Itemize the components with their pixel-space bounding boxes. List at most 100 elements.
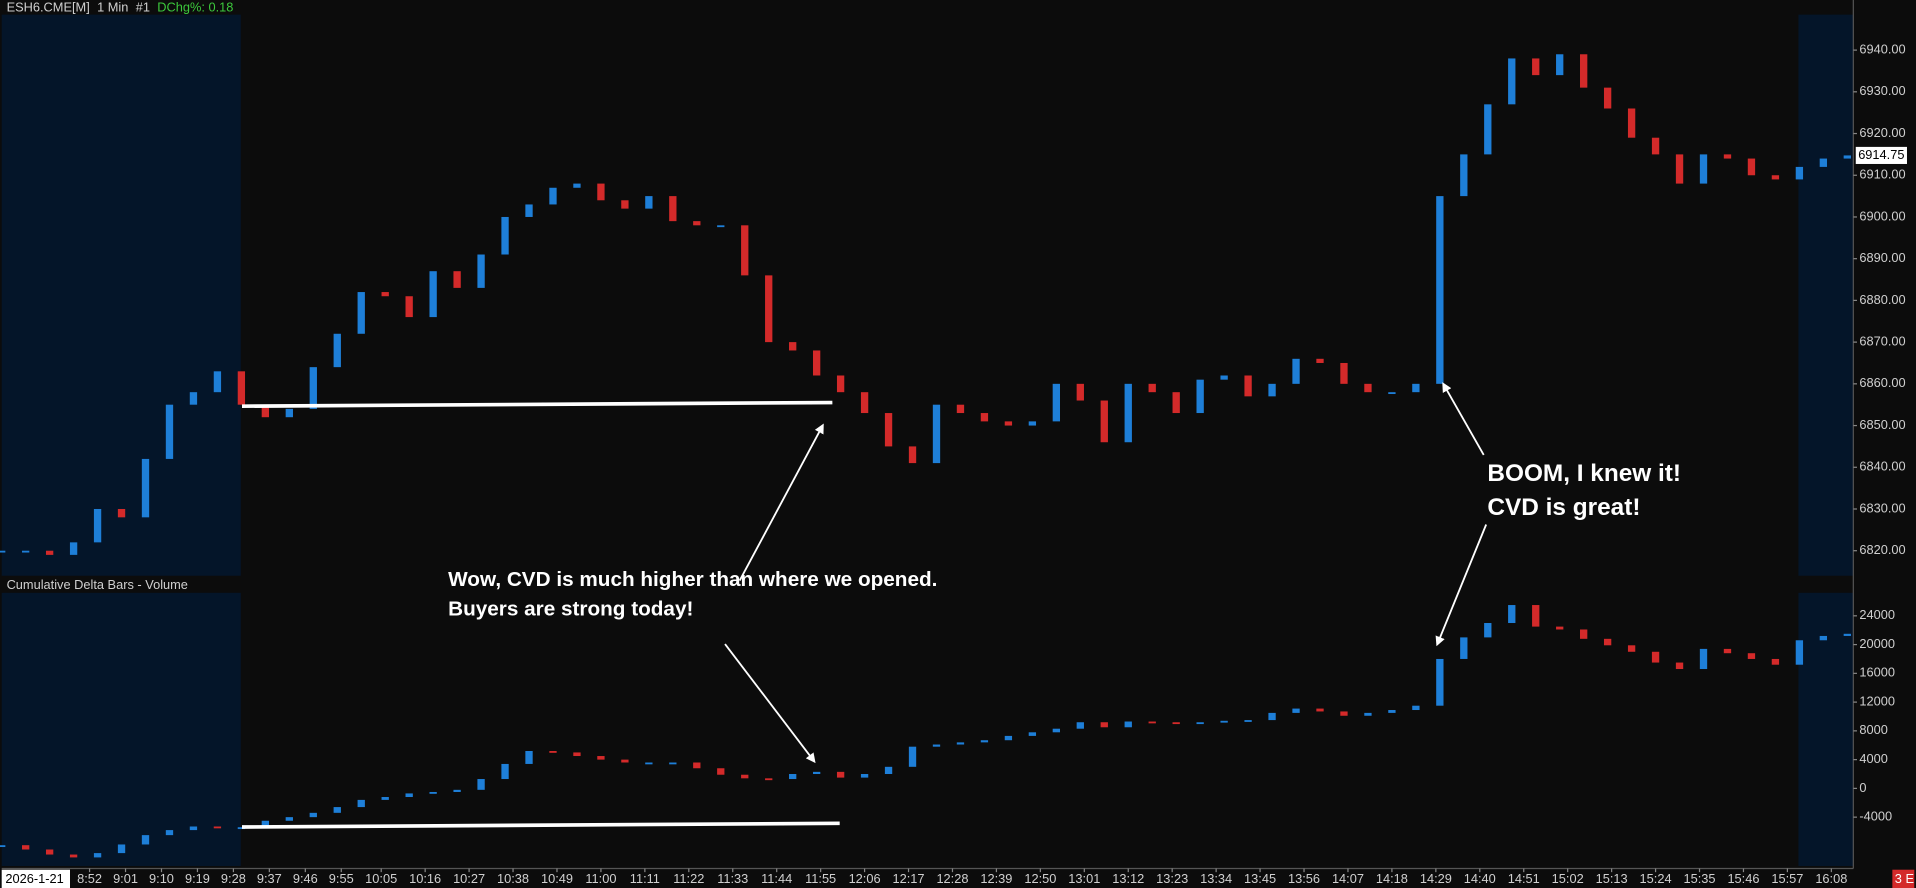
y-tick-label: 6910.00 [1859,167,1905,182]
candle [117,508,126,518]
interval: 1 Min [97,0,128,15]
candle [1651,137,1660,155]
candle [1316,358,1324,363]
candle [309,367,317,409]
candle [1412,705,1420,711]
y-tick-label: 6930.00 [1859,83,1905,98]
candle [1388,392,1396,395]
candle [525,204,533,217]
candle [908,446,917,464]
x-tick-label: 14:29 [1420,871,1452,886]
candle [1819,158,1828,167]
arrow [1442,382,1485,456]
candle [789,342,797,351]
y-tick-label: 6900.00 [1859,208,1905,223]
y-tick-label: 6850.00 [1859,417,1905,432]
candle [860,392,869,414]
candle [309,812,317,818]
candle [1100,400,1108,443]
candle [45,550,54,555]
candle [0,845,6,848]
candle [261,404,270,418]
candle [1532,58,1540,76]
candle [956,404,965,414]
annotation: Buyers are strong today! [448,597,693,620]
x-tick-label: 10:05 [365,871,397,886]
candle [45,849,54,855]
candle [549,750,557,753]
x-tick-label: 9:37 [257,871,282,886]
candle [1723,648,1732,654]
candle [1795,166,1804,180]
annotation: Wow, CVD is much higher than where we op… [448,568,937,591]
candle [884,413,893,447]
x-tick-label: 11:44 [761,871,792,886]
x-tick-label: 9:55 [329,871,354,886]
x-tick-label: 9:01 [113,871,138,886]
candle [1436,658,1444,706]
candle [93,853,102,858]
y-tick-label: 4000 [1859,751,1887,766]
candle [1196,722,1204,725]
candle [1124,721,1132,728]
candle [237,371,246,405]
chart-header: ESH6.CME[M] 1 Min #1 DChg%: 0.18 [7,0,234,15]
y-tick-label: -4000 [1859,809,1892,824]
candle [333,333,341,368]
y-tick-label: 6860.00 [1859,375,1905,390]
candle [1460,637,1468,659]
candle [1052,728,1060,733]
candle [189,826,198,831]
candle [693,762,701,769]
candle [621,200,629,209]
arrow [724,643,816,764]
x-tick-label: 11:11 [630,871,660,886]
annotation: BOOM, I knew it! [1487,460,1681,487]
candle [836,375,845,393]
candle [1244,375,1252,397]
candle [1220,720,1228,723]
candle [1172,722,1180,725]
session-shade [1798,14,1854,576]
x-tick-label: 13:34 [1200,871,1232,886]
candle [189,392,198,405]
candle [165,830,174,836]
candle [1627,645,1636,652]
x-tick-label: 9:19 [185,871,210,886]
y-tick-label: 6870.00 [1859,333,1905,348]
candle [549,187,557,205]
candle [1580,54,1588,88]
candle [1699,648,1708,670]
last-price-label: 6914.75 [1858,147,1904,162]
candle [765,778,773,781]
candle [333,807,341,813]
x-tick-label: 12:39 [980,871,1012,886]
candle [812,771,821,775]
pane-title: Cumulative Delta Bars - Volume [7,577,188,592]
candle [1244,720,1252,722]
candle [1508,605,1516,624]
y-tick-label: 6920.00 [1859,125,1905,140]
candle [1723,154,1732,159]
candle [597,756,605,760]
candle [477,254,485,288]
candle [1028,732,1037,736]
candle [693,221,701,226]
x-tick-label: 15:13 [1596,871,1628,886]
candle [453,789,461,792]
candle [405,296,413,318]
x-tick-label: 10:27 [453,871,485,886]
candle [1100,722,1108,728]
session-shade [1,592,241,867]
change: DChg%: 0.18 [157,0,233,15]
candle [669,196,677,222]
x-tick-label: 9:46 [293,871,318,886]
candle [1292,708,1300,713]
candle [1580,629,1588,639]
x-tick-label: 13:56 [1288,871,1320,886]
candle [860,774,869,778]
candle [141,458,150,518]
x-tick-label: 10:38 [497,871,529,886]
candle [812,350,821,376]
